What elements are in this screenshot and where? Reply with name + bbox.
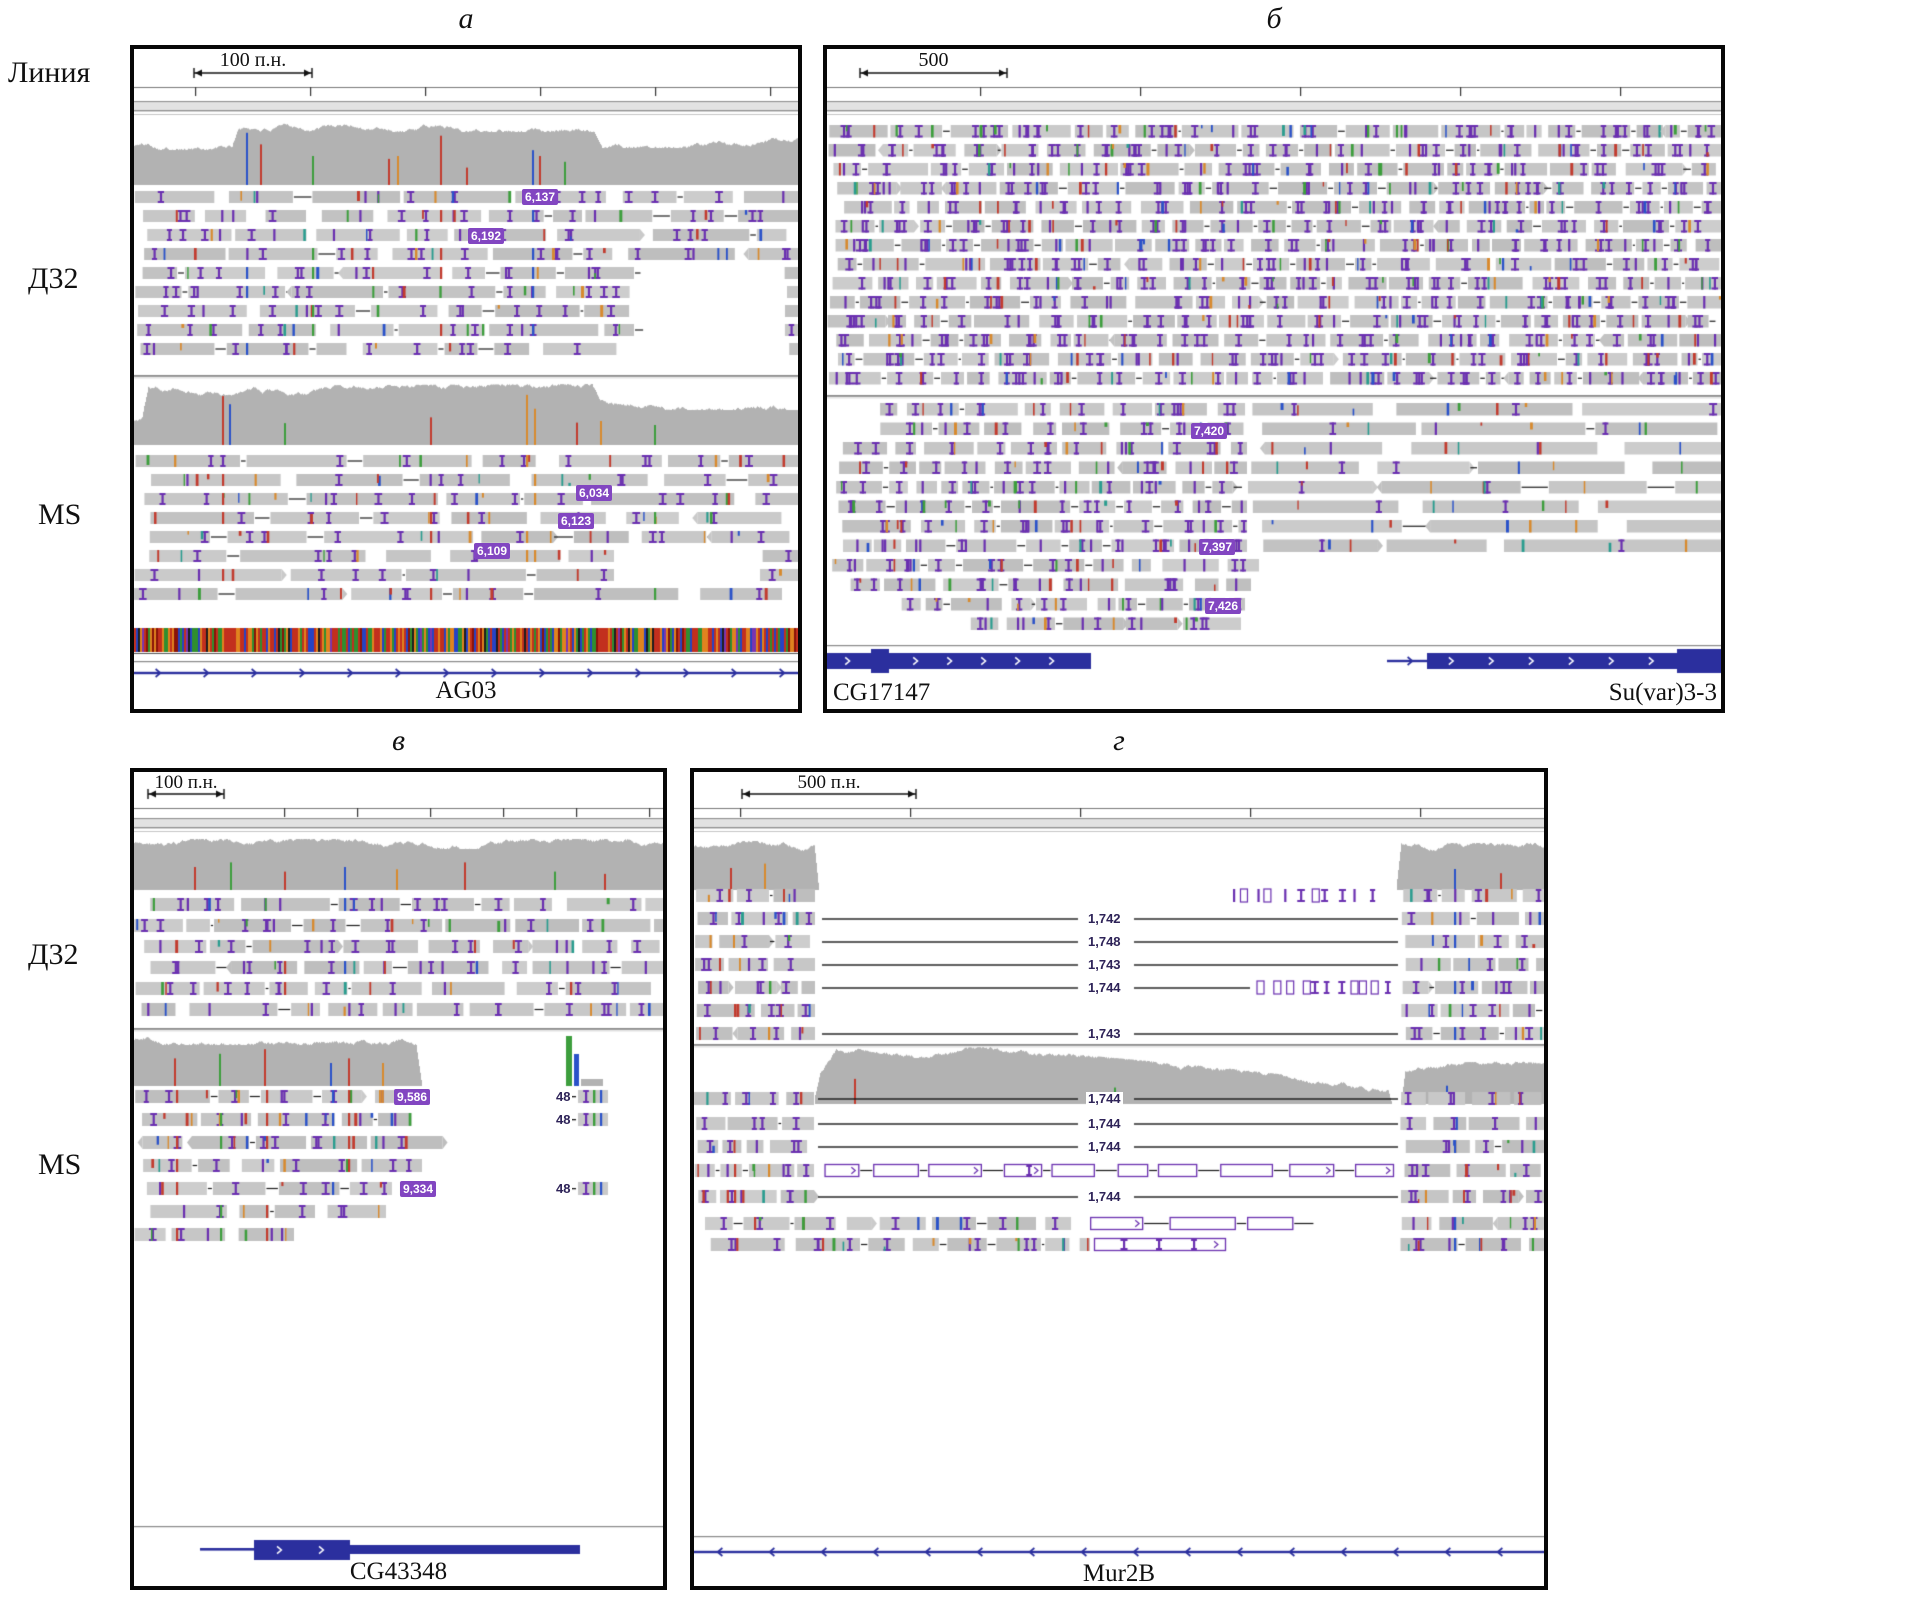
deletion-size-label: 1,743 (1086, 957, 1123, 972)
scale-bar-label-g: 500 п.н. (797, 772, 861, 793)
deletion-size-label: 1,744 (1086, 1139, 1123, 1154)
deletion-size-label: 1,744 (1086, 1091, 1123, 1106)
tracks-canvas-a (134, 49, 798, 709)
deletion-size-label: 1,744 (1086, 1116, 1123, 1131)
deletion-size-label: 1,743 (1086, 1026, 1123, 1041)
deletion-size-label: 1,744 (1086, 980, 1123, 995)
tracks-canvas-g (694, 772, 1544, 1586)
deletion-size-label: 1,744 (1086, 1189, 1123, 1204)
read-coordinate-label: 7,420 (1191, 423, 1228, 439)
deletion-size-label: 48 (554, 1181, 573, 1196)
scale-bar-label-b: 500 (918, 49, 949, 71)
gene-label-mur2b: Mur2B (1082, 1560, 1156, 1587)
gene-label-ag03: AG03 (435, 677, 497, 704)
gene-label-cg43348: CG43348 (349, 1558, 448, 1585)
panel-letter-b: б (1266, 2, 1282, 35)
read-coordinate-label: 6,034 (576, 485, 613, 501)
igv-panel-v: 100 п.н. CG43348 9,586 9,334 48 48 48 (130, 768, 667, 1590)
panel-letter-g: г (1113, 724, 1125, 757)
deletion-size-label: 1,742 (1086, 911, 1123, 926)
sample-label-d32-bottom: Д32 (28, 938, 79, 971)
scale-bar-label-a: 100 п.н. (219, 49, 287, 71)
read-coordinate-label: 9,334 (400, 1181, 437, 1197)
igv-panel-a: 100 п.н. AG03 6,137 6,192 6,034 6,123 6,109 (130, 45, 802, 713)
read-coordinate-label: 6,123 (558, 513, 595, 529)
labels-overlay-v: 100 п.н. CG43348 9,586 9,334 48 48 48 (134, 772, 663, 1586)
gene-label-suvar3-3: Su(var)3-3 (1608, 679, 1717, 706)
deletion-size-label: 48 (554, 1089, 573, 1104)
read-coordinate-label: 7,397 (1199, 539, 1236, 555)
sample-label-ms-top: MS (38, 498, 82, 531)
labels-overlay-g: 500 п.н. Mur2B 1,742 1,748 1,743 1,744 1,743… (694, 772, 1544, 1586)
panel-letter-v: в (391, 724, 406, 757)
deletion-size-label: 1,748 (1086, 934, 1123, 949)
igv-panel-g: 500 п.н. Mur2B 1,742 1,748 1,743 1,744 1,743… (690, 768, 1548, 1590)
sample-label-d32-top: Д32 (28, 262, 79, 295)
panel-letter-a: а (458, 2, 474, 35)
read-coordinate-label: 6,109 (474, 543, 511, 559)
scale-bar-label-v: 100 п.н. (154, 772, 218, 793)
read-coordinate-label: 9,586 (394, 1089, 431, 1105)
read-coordinate-label: 7,426 (1205, 598, 1242, 614)
read-coordinate-label: 6,192 (468, 228, 505, 244)
sample-label-ms-bottom: MS (38, 1148, 82, 1181)
gene-label-cg17147: CG17147 (833, 679, 931, 706)
deletion-size-label: 48 (554, 1112, 573, 1127)
tracks-canvas-b (827, 49, 1721, 709)
tracks-canvas-v (134, 772, 663, 1586)
labels-overlay-a: 100 п.н. AG03 6,137 6,192 6,034 6,123 6,109 (134, 49, 798, 709)
read-coordinate-label: 6,137 (522, 189, 559, 205)
igv-panel-b: 500 CG17147 Su(var)3-3 7,420 7,397 7,426 (823, 45, 1725, 713)
row-header-label: Линия (8, 56, 91, 89)
labels-overlay-b: 500 CG17147 Su(var)3-3 7,420 7,397 7,426 (827, 49, 1721, 709)
